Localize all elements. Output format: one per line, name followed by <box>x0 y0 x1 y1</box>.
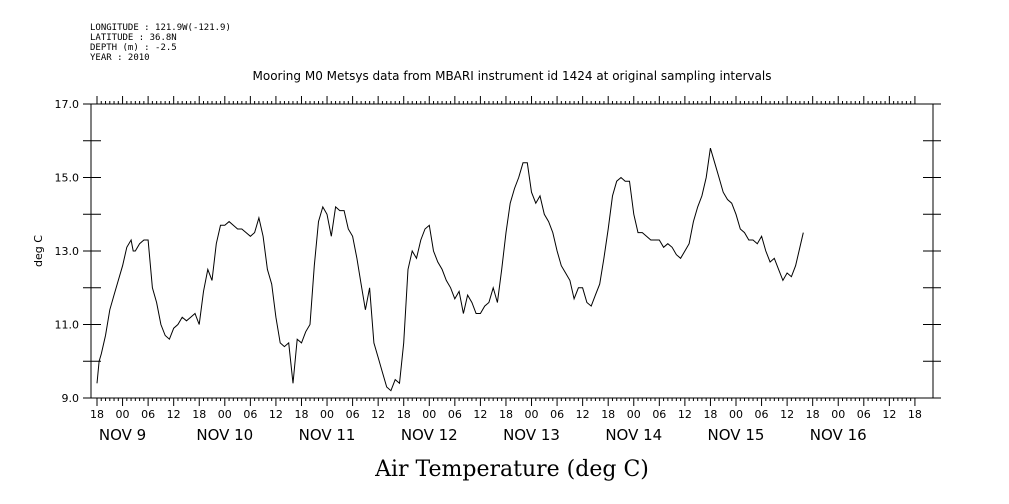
x-tick-label: 00 <box>422 408 436 421</box>
day-label: NOV 12 <box>401 426 458 444</box>
x-tick-label: 06 <box>448 408 462 421</box>
day-label: NOV 10 <box>196 426 253 444</box>
chart-title: Mooring M0 Metsys data from MBARI instru… <box>253 69 772 83</box>
x-tick-label: 00 <box>729 408 743 421</box>
ticks-layer <box>83 96 941 406</box>
x-tick-label: 18 <box>90 408 104 421</box>
day-label: NOV 9 <box>99 426 146 444</box>
longitude-text: LONGITUDE : 121.9W(-121.9) <box>90 23 231 33</box>
day-label: NOV 13 <box>503 426 560 444</box>
y-tick-label: 9.0 <box>62 392 80 405</box>
y-tick-label: 17.0 <box>55 98 80 111</box>
x-tick-label: 18 <box>294 408 308 421</box>
x-tick-label: 00 <box>627 408 641 421</box>
x-tick-label: 12 <box>780 408 794 421</box>
x-tick-label: 00 <box>218 408 232 421</box>
x-tick-label: 06 <box>857 408 871 421</box>
y-tick-labels: 9.0 11.0 13.0 15.0 17.0 <box>55 98 80 405</box>
depth-text: DEPTH (m) : -2.5 <box>90 43 177 53</box>
x-tick-labels: 18 00 06 12 18 00 06 12 18 00 06 12 18 00 06 12 18 00 06 12… <box>90 408 922 421</box>
y-tick-label: 13.0 <box>55 245 80 258</box>
series-line <box>96 147 804 392</box>
x-tick-label: 06 <box>755 408 769 421</box>
x-tick-label: 06 <box>243 408 257 421</box>
x-tick-label: 18 <box>908 408 922 421</box>
x-tick-label: 12 <box>269 408 283 421</box>
x-tick-label: 12 <box>473 408 487 421</box>
x-tick-label: 12 <box>882 408 896 421</box>
x-tick-label: 06 <box>346 408 360 421</box>
day-labels: NOV 9 NOV 10 NOV 11 NOV 12 NOV 13 NOV 14 NOV 1… <box>99 426 867 444</box>
day-label: NOV 15 <box>708 426 765 444</box>
x-tick-label: 18 <box>192 408 206 421</box>
x-tick-label: 06 <box>141 408 155 421</box>
x-tick-label: 00 <box>831 408 845 421</box>
x-tick-label: 12 <box>678 408 692 421</box>
y-tick-label: 11.0 <box>55 319 80 332</box>
x-axis-title: Air Temperature (deg C) <box>374 457 649 482</box>
x-tick-label: 06 <box>652 408 666 421</box>
day-label: NOV 16 <box>810 426 867 444</box>
x-tick-label: 00 <box>320 408 334 421</box>
x-tick-label: 18 <box>499 408 513 421</box>
x-tick-label: 00 <box>116 408 130 421</box>
latitude-text: LATITUDE : 36.8N <box>90 33 177 43</box>
day-label: NOV 14 <box>605 426 662 444</box>
x-tick-label: 18 <box>703 408 717 421</box>
day-label: NOV 11 <box>299 426 356 444</box>
x-tick-label: 12 <box>167 408 181 421</box>
x-tick-label: 18 <box>397 408 411 421</box>
x-tick-label: 18 <box>601 408 615 421</box>
y-tick-label: 15.0 <box>55 172 80 185</box>
x-tick-label: 18 <box>806 408 820 421</box>
x-tick-label: 00 <box>525 408 539 421</box>
y-axis-label: deg C <box>32 235 45 267</box>
year-text: YEAR : 2010 <box>90 53 150 63</box>
plot-frame <box>90 103 934 399</box>
x-tick-label: 06 <box>550 408 564 421</box>
x-tick-label: 12 <box>371 408 385 421</box>
x-tick-label: 12 <box>576 408 590 421</box>
